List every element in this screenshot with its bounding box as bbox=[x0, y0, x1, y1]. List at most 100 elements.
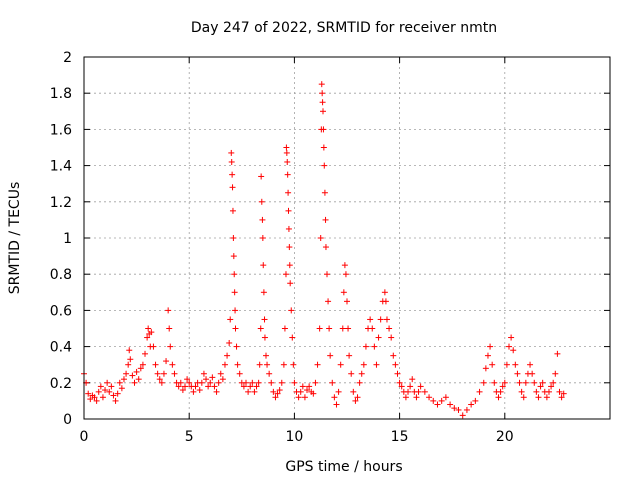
data-point bbox=[356, 379, 363, 386]
data-point bbox=[319, 90, 326, 97]
data-point bbox=[95, 388, 102, 395]
data-point bbox=[150, 343, 157, 350]
data-point bbox=[472, 397, 479, 404]
data-point bbox=[337, 361, 344, 368]
data-point bbox=[224, 352, 231, 359]
data-point bbox=[120, 376, 127, 383]
data-point bbox=[451, 405, 458, 412]
data-point bbox=[377, 316, 384, 323]
data-point bbox=[129, 372, 136, 379]
data-point bbox=[409, 376, 416, 383]
data-point bbox=[169, 361, 176, 368]
data-point bbox=[554, 350, 561, 357]
data-point bbox=[217, 370, 224, 377]
data-point bbox=[268, 379, 275, 386]
data-point bbox=[288, 307, 295, 314]
data-point bbox=[167, 343, 174, 350]
data-point bbox=[381, 289, 388, 296]
data-point bbox=[158, 379, 165, 386]
data-point bbox=[383, 316, 390, 323]
data-point bbox=[333, 401, 340, 408]
data-point bbox=[358, 370, 365, 377]
data-point bbox=[468, 401, 475, 408]
plot-frame bbox=[83, 56, 611, 420]
y-tick-label: 0.4 bbox=[50, 340, 72, 356]
data-point bbox=[110, 392, 117, 399]
data-point bbox=[278, 379, 285, 386]
data-point bbox=[253, 383, 260, 390]
data-point bbox=[190, 388, 197, 395]
y-tick-label: 0 bbox=[63, 412, 72, 428]
data-point bbox=[215, 379, 222, 386]
data-point bbox=[304, 387, 311, 394]
data-point bbox=[369, 325, 376, 332]
data-point bbox=[230, 235, 237, 241]
data-point bbox=[501, 379, 508, 386]
data-point bbox=[125, 361, 132, 368]
y-tick-label: 0.8 bbox=[50, 267, 72, 283]
data-point bbox=[518, 388, 525, 395]
data-point bbox=[154, 370, 161, 377]
data-point bbox=[386, 325, 393, 332]
grid-lines bbox=[84, 57, 610, 419]
data-point bbox=[213, 388, 220, 395]
data-point bbox=[230, 253, 237, 260]
data-point bbox=[165, 307, 172, 314]
data-point bbox=[234, 361, 241, 368]
data-point bbox=[127, 356, 134, 363]
data-point bbox=[516, 379, 523, 386]
data-point bbox=[539, 379, 546, 386]
data-point bbox=[179, 387, 186, 394]
data-point bbox=[262, 352, 269, 359]
y-axis-label: SRMTID / TECUs bbox=[7, 182, 23, 295]
data-point bbox=[325, 298, 332, 305]
data-point bbox=[142, 350, 149, 357]
data-point bbox=[229, 171, 236, 178]
data-point bbox=[256, 361, 263, 368]
data-point bbox=[398, 383, 405, 390]
data-point bbox=[329, 379, 336, 386]
data-point bbox=[324, 271, 331, 278]
data-point bbox=[126, 347, 133, 354]
data-point bbox=[367, 316, 374, 323]
data-point bbox=[348, 370, 355, 377]
data-point bbox=[229, 207, 236, 214]
data-point bbox=[231, 271, 238, 278]
data-point bbox=[290, 361, 297, 368]
data-point bbox=[314, 361, 321, 368]
data-point bbox=[421, 388, 428, 395]
data-point bbox=[434, 401, 441, 408]
data-point bbox=[345, 325, 352, 332]
data-point bbox=[514, 370, 521, 377]
x-tick-label: 5 bbox=[185, 429, 194, 445]
data-point bbox=[144, 334, 151, 341]
data-point bbox=[535, 394, 542, 401]
data-point bbox=[499, 383, 506, 390]
data-point bbox=[346, 352, 353, 359]
data-point bbox=[326, 325, 333, 332]
data-point bbox=[116, 379, 123, 386]
data-point bbox=[402, 394, 409, 401]
data-point bbox=[319, 99, 326, 106]
data-point bbox=[447, 401, 454, 408]
data-point bbox=[181, 383, 188, 390]
data-point bbox=[510, 347, 517, 354]
y-tick-label: 1.6 bbox=[50, 122, 72, 138]
data-point bbox=[211, 383, 218, 390]
data-point bbox=[255, 379, 262, 386]
data-point bbox=[286, 262, 293, 269]
data-point bbox=[219, 376, 226, 383]
data-point bbox=[200, 370, 207, 377]
data-point bbox=[299, 383, 306, 390]
data-point bbox=[284, 158, 291, 165]
data-point bbox=[231, 289, 238, 296]
data-point bbox=[344, 298, 350, 305]
data-point bbox=[145, 325, 152, 332]
data-point bbox=[396, 379, 403, 386]
data-point bbox=[318, 81, 325, 88]
data-point bbox=[106, 388, 113, 395]
data-point bbox=[543, 394, 550, 401]
data-point bbox=[291, 379, 298, 386]
data-point bbox=[166, 325, 173, 332]
data-point bbox=[545, 388, 552, 395]
